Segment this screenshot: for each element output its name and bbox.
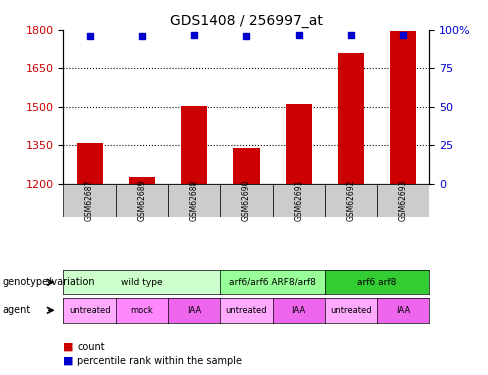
Text: GSM62689: GSM62689 <box>137 180 146 221</box>
Point <box>399 32 407 38</box>
Text: mock: mock <box>130 306 153 315</box>
Title: GDS1408 / 256997_at: GDS1408 / 256997_at <box>170 13 323 28</box>
Text: untreated: untreated <box>69 306 110 315</box>
Bar <box>129 177 155 184</box>
Text: wild type: wild type <box>121 278 163 286</box>
Bar <box>390 31 416 184</box>
Point <box>295 32 303 38</box>
FancyBboxPatch shape <box>168 184 220 218</box>
Text: GSM62688: GSM62688 <box>190 180 199 221</box>
FancyBboxPatch shape <box>325 184 377 218</box>
Bar <box>338 53 364 184</box>
Point <box>347 32 355 38</box>
Text: GSM62690: GSM62690 <box>242 180 251 221</box>
FancyBboxPatch shape <box>116 184 168 218</box>
Bar <box>181 106 207 184</box>
Text: IAA: IAA <box>292 306 306 315</box>
Text: arf6/arf6 ARF8/arf8: arf6/arf6 ARF8/arf8 <box>229 278 316 286</box>
Text: genotype/variation: genotype/variation <box>2 277 95 287</box>
FancyBboxPatch shape <box>273 184 325 218</box>
Text: IAA: IAA <box>187 306 201 315</box>
Point <box>138 33 146 39</box>
Point <box>190 32 198 38</box>
Bar <box>77 143 102 184</box>
Text: GSM62692: GSM62692 <box>346 180 356 221</box>
Text: ■: ■ <box>63 342 74 352</box>
Text: IAA: IAA <box>396 306 410 315</box>
Point <box>86 33 94 39</box>
Text: count: count <box>77 342 105 352</box>
Text: ■: ■ <box>63 356 74 366</box>
Text: untreated: untreated <box>330 306 372 315</box>
Text: arf6 arf8: arf6 arf8 <box>358 278 397 286</box>
Text: untreated: untreated <box>225 306 267 315</box>
FancyBboxPatch shape <box>63 184 116 218</box>
Text: GSM62693: GSM62693 <box>399 180 408 221</box>
Point <box>243 33 250 39</box>
Text: agent: agent <box>2 305 31 315</box>
FancyBboxPatch shape <box>377 184 429 218</box>
FancyBboxPatch shape <box>220 184 273 218</box>
Text: GSM62687: GSM62687 <box>85 180 94 221</box>
Text: percentile rank within the sample: percentile rank within the sample <box>77 356 242 366</box>
Bar <box>233 148 260 184</box>
Text: GSM62691: GSM62691 <box>294 180 303 221</box>
Bar <box>285 104 312 184</box>
